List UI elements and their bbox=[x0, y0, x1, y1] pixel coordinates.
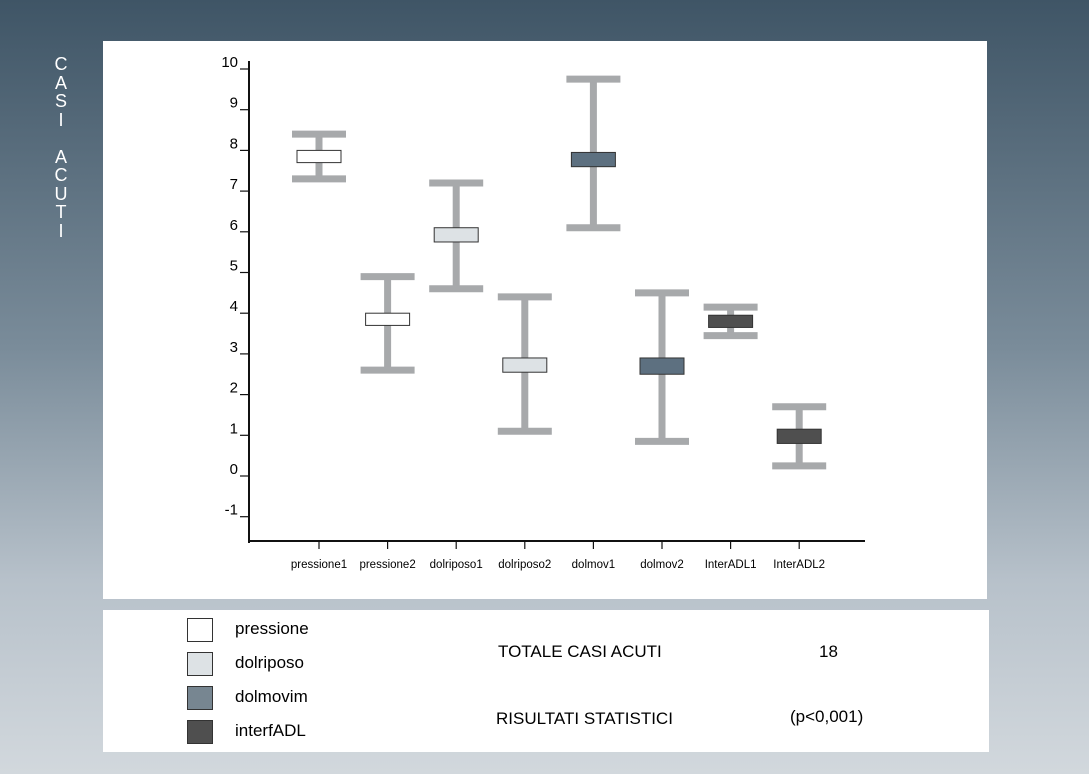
side-label-letter: C bbox=[54, 54, 68, 74]
side-label-letter bbox=[48, 129, 74, 148]
statistical-results-label: RISULTATI STATISTICI bbox=[496, 709, 673, 728]
x-tick-label: dolmov1 bbox=[572, 559, 615, 571]
y-tick-label: 0 bbox=[230, 461, 238, 478]
y-tick-label: 6 bbox=[230, 217, 238, 234]
side-label-letter: C bbox=[54, 165, 68, 185]
y-tick-label: 9 bbox=[230, 95, 238, 112]
side-label-letter: S bbox=[54, 91, 67, 111]
y-tick-label: 8 bbox=[230, 135, 238, 152]
y-tick-label: 10 bbox=[221, 54, 238, 71]
total-cases-label: TOTALE CASI ACUTI bbox=[498, 642, 662, 661]
x-tick-label: pressione1 bbox=[291, 559, 347, 571]
y-tick-label: -1 bbox=[225, 502, 238, 519]
side-label-letter: A bbox=[54, 72, 67, 93]
y-tick-label: 2 bbox=[230, 380, 238, 397]
box-InterADL1 bbox=[708, 314, 754, 328]
legend-swatch-interfadl bbox=[187, 720, 213, 744]
legend-swatch-dolriposo bbox=[187, 652, 213, 676]
legend-panel: pressione dolriposo dolmovim interfADL T… bbox=[103, 610, 989, 752]
legend-swatch-dolmovim bbox=[187, 686, 213, 710]
statistical-results-value: (p<0,001) bbox=[790, 707, 864, 726]
legend-label-dolmovim: dolmovim bbox=[235, 687, 308, 706]
side-label-letter: U bbox=[54, 183, 68, 204]
y-tick-label: 3 bbox=[230, 339, 238, 356]
x-tick-label: InterADL2 bbox=[773, 559, 825, 571]
side-label-letter: I bbox=[58, 109, 64, 130]
side-label-letter: T bbox=[55, 202, 67, 222]
box-dolriposo2 bbox=[502, 357, 548, 373]
total-cases-value: 18 bbox=[819, 642, 838, 661]
side-label-letter: A bbox=[54, 146, 67, 167]
x-tick-label: pressione2 bbox=[359, 559, 415, 571]
y-tick-label: 5 bbox=[230, 258, 238, 275]
box-dolmov2 bbox=[639, 357, 685, 375]
legend-label-dolriposo: dolriposo bbox=[235, 653, 304, 672]
y-tick-label: 7 bbox=[230, 176, 238, 193]
box-plot-chart: -1 0 1 2 3 4 5 6 7 8 9 10 pressione1 pressione2 dolrip… bbox=[221, 54, 865, 571]
chart-panel: -1 0 1 2 3 4 5 6 7 8 9 10 pressione1 pressione2 dolrip… bbox=[103, 41, 987, 599]
x-tick-label: dolriposo2 bbox=[498, 559, 551, 571]
side-label-letter: I bbox=[58, 220, 64, 241]
x-tick-label: dolriposo1 bbox=[430, 559, 483, 571]
x-tick-label: dolmov2 bbox=[640, 559, 683, 571]
x-tick-label: InterADL1 bbox=[705, 559, 757, 571]
box-dolriposo1 bbox=[433, 227, 479, 243]
box-pressione1 bbox=[296, 149, 342, 164]
box-InterADL2 bbox=[776, 428, 822, 444]
legend-label-pressione: pressione bbox=[235, 619, 309, 638]
legend-label-interfadl: interfADL bbox=[235, 721, 306, 740]
legend-swatch-pressione bbox=[187, 618, 213, 642]
y-tick-label: 1 bbox=[230, 420, 238, 437]
box-dolmov1 bbox=[570, 151, 616, 168]
y-tick-label: 4 bbox=[230, 298, 238, 315]
box-pressione2 bbox=[365, 312, 411, 326]
